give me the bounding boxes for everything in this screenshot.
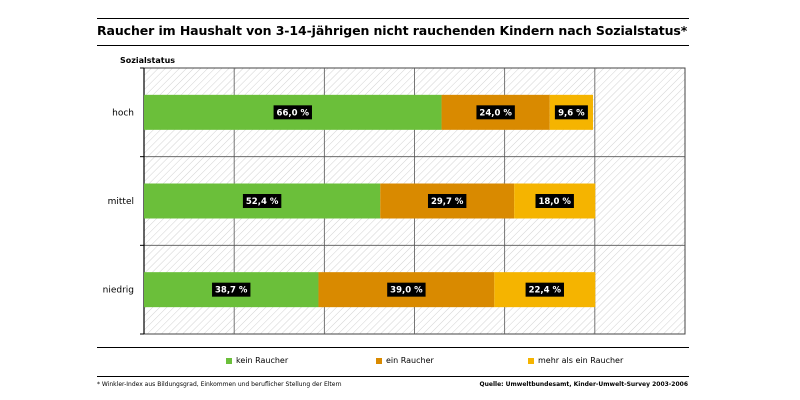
data-label: 29,7 %	[431, 197, 464, 207]
data-label-box	[387, 282, 426, 297]
category-labels: hoch mittel niedrig	[103, 108, 134, 295]
data-label-box	[476, 105, 515, 120]
top-rule	[97, 18, 689, 19]
data-label-box	[525, 282, 564, 297]
legend-label: mehr als ein Raucher	[538, 356, 624, 365]
legend-rule	[97, 347, 689, 348]
data-label: 38,7 %	[215, 286, 248, 296]
data-label: 24,0 %	[479, 108, 512, 118]
y-axis-title: Sozialstatus	[120, 56, 176, 65]
data-label-box	[273, 105, 312, 120]
legend: kein Raucher ein Raucher mehr als ein Ra…	[0, 356, 800, 372]
category-label: hoch	[112, 108, 134, 118]
source-note: Quelle: Umweltbundesamt, Kinder-Umwelt-S…	[479, 381, 688, 388]
footnote: * Winkler-Index aus Bildungsgrad, Einkom…	[97, 381, 342, 388]
data-label-box	[554, 105, 588, 120]
legend-item-mehr-als-ein-raucher: mehr als ein Raucher	[528, 356, 623, 365]
category-label: mittel	[108, 197, 134, 207]
data-label: 39,0 %	[390, 286, 423, 296]
data-label-box	[427, 194, 467, 208]
category-label: niedrig	[103, 286, 134, 296]
title-rule	[97, 45, 689, 46]
data-label-box	[212, 282, 251, 297]
footer-rule	[97, 376, 689, 377]
legend-item-ein-raucher: ein Raucher	[376, 356, 434, 365]
legend-swatch	[226, 357, 232, 364]
axes	[140, 67, 145, 335]
data-label: 66,0 %	[277, 108, 310, 118]
legend-swatch	[528, 357, 534, 364]
data-label-box	[242, 194, 282, 208]
data-label: 9,6 %	[558, 108, 585, 118]
data-label: 18,0 %	[538, 197, 571, 207]
chart-title: Raucher im Haushalt von 3-14-jährigen ni…	[97, 23, 688, 38]
legend-swatch	[376, 357, 382, 364]
bars: 66,0 % 24,0 % 9,6 % 52,4 % 29,7 % 18,0 % 38,7 …	[144, 94, 596, 308]
legend-item-kein-raucher: kein Raucher	[226, 356, 288, 365]
data-label-box	[535, 194, 574, 208]
legend-label: ein Raucher	[386, 356, 434, 365]
data-label: 52,4 %	[246, 197, 279, 207]
data-label: 22,4 %	[529, 286, 562, 296]
legend-label: kein Raucher	[236, 356, 289, 365]
